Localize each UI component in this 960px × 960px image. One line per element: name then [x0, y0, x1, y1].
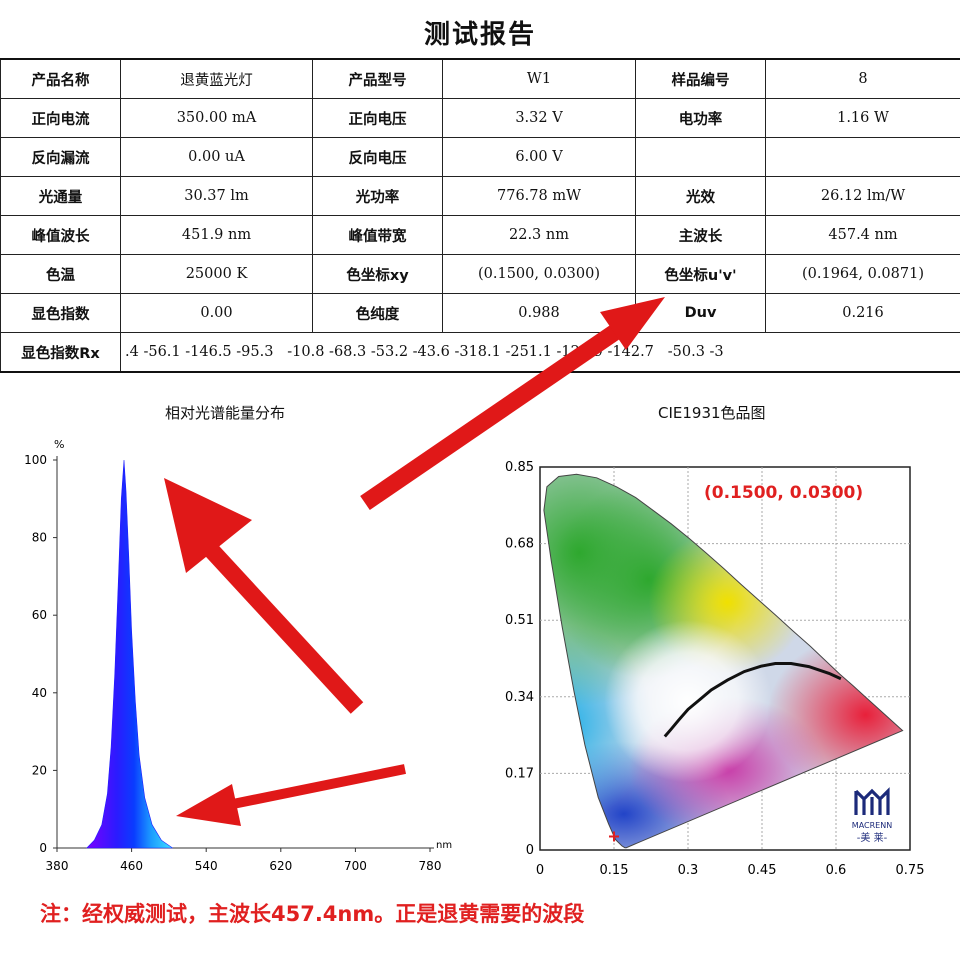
field-value: 350.00 mA: [120, 98, 313, 138]
field-label: 产品名称: [0, 58, 121, 99]
field-label: 色坐标xy: [312, 254, 443, 294]
table-row: 产品名称 退黄蓝光灯 产品型号 W1 样品编号 8: [0, 58, 960, 99]
y-tick-label: 0.34: [505, 690, 534, 705]
y-tick-label: 0.85: [505, 460, 534, 475]
table-row: 色温 25000 K 色坐标xy (0.1500, 0.0300) 色坐标u'v' (0.…: [0, 254, 960, 294]
field-label: 色温: [0, 254, 121, 294]
table-row: 显色指数 0.00 色纯度 0.988 Duv 0.216: [0, 293, 960, 333]
x-tick-label: 460: [120, 859, 143, 873]
report-title: 测试报告: [423, 20, 536, 50]
table-row: 峰值波长 451.9 nm 峰值带宽 22.3 nm 主波长 457.4 nm: [0, 215, 960, 255]
field-value: 30.37 lm: [120, 176, 313, 216]
field-value: 22.3 nm: [442, 215, 636, 255]
field-value: (0.1500, 0.0300): [442, 254, 636, 294]
x-tick-label: 700: [344, 859, 367, 873]
field-label: 光功率: [312, 176, 443, 216]
y-tick-label: 0.68: [505, 537, 534, 552]
field-value: 25000 K: [120, 254, 313, 294]
field-label: Duv: [635, 293, 766, 333]
field-value: 451.9 nm: [120, 215, 313, 255]
chromaticity-label: (0.1500, 0.0300): [704, 483, 863, 503]
field-label: 正向电压: [312, 98, 443, 138]
spectral-locus: [543, 473, 904, 849]
spectrum-area: [86, 459, 173, 849]
field-value: 6.00 V: [442, 137, 636, 177]
logo-subtitle: -美 莱-: [857, 831, 888, 844]
x-tick-label: 0.45: [748, 863, 777, 878]
spectrum-ylabel: %: [54, 438, 64, 451]
spectrum-xlabel: nm: [436, 840, 452, 851]
table-row: 正向电流 350.00 mA 正向电压 3.32 V 电功率 1.16 W: [0, 98, 960, 138]
field-value: 0.988: [442, 293, 636, 333]
rx-values: .4 -56.1 -146.5 -95.3 -10.8 -68.3 -53.2 …: [120, 332, 960, 373]
field-label: 产品型号: [312, 58, 443, 99]
x-tick-label: 0.6: [826, 863, 847, 878]
macrenn-logo: MACRENN -美 莱-: [852, 787, 892, 844]
y-tick-label: 0.51: [505, 613, 534, 628]
field-label: 峰值波长: [0, 215, 121, 255]
field-label: 样品编号: [635, 58, 766, 99]
y-tick-label: 100: [24, 453, 47, 467]
y-tick-label: 0: [526, 843, 534, 858]
x-tick-label: 0.15: [600, 863, 629, 878]
field-value: 0.00 uA: [120, 137, 313, 177]
field-label: 正向电流: [0, 98, 121, 138]
x-tick-label: 620: [269, 859, 292, 873]
field-label: 反向漏流: [0, 137, 121, 177]
field-label: 电功率: [635, 98, 766, 138]
field-label: 主波长: [635, 215, 766, 255]
planckian-locus: [663, 662, 842, 738]
field-value: 退黄蓝光灯: [120, 58, 313, 99]
field-label: 显色指数Rx: [0, 332, 121, 373]
test-report-table: 产品名称 退黄蓝光灯 产品型号 W1 样品编号 8 正向电流 350.00 mA 正向电压 3.3…: [0, 58, 960, 373]
field-label: [635, 137, 766, 177]
field-label: 光通量: [0, 176, 121, 216]
x-tick-label: 540: [195, 859, 218, 873]
logo-brand: MACRENN: [852, 821, 892, 830]
field-value: 3.32 V: [442, 98, 636, 138]
field-label: 光效: [635, 176, 766, 216]
y-tick-label: 40: [32, 686, 47, 700]
x-tick-label: 780: [419, 859, 442, 873]
field-value: (0.1964, 0.0871): [765, 254, 960, 294]
field-value: 1.16 W: [765, 98, 960, 138]
y-tick-label: 0.17: [505, 766, 534, 781]
cie-chart: 0 0.15 0.3 0.45 0.6 0.75 0 0.17 0.34 0.51 0.68 0.85…: [505, 460, 925, 878]
y-tick-label: 0: [39, 841, 47, 855]
field-value: [765, 137, 960, 177]
field-label: 峰值带宽: [312, 215, 443, 255]
x-tick-label: 0.3: [678, 863, 699, 878]
cie-chart-title: CIE1931色品图: [658, 404, 766, 422]
table-row: 反向漏流 0.00 uA 反向电压 6.00 V: [0, 137, 960, 177]
field-label: 色坐标u'v': [635, 254, 766, 294]
field-value: W1: [442, 58, 636, 99]
field-label: 显色指数: [0, 293, 121, 333]
field-value: 776.78 mW: [442, 176, 636, 216]
table-row: 光通量 30.37 lm 光功率 776.78 mW 光效 26.12 lm/W: [0, 176, 960, 216]
y-tick-label: 20: [32, 763, 47, 777]
field-value: 0.216: [765, 293, 960, 333]
x-tick-label: 0: [536, 863, 544, 878]
field-label: 反向电压: [312, 137, 443, 177]
spectrum-chart-title: 相对光谱能量分布: [165, 404, 286, 422]
x-tick-label: 380: [46, 859, 69, 873]
field-label: 色纯度: [312, 293, 443, 333]
y-tick-label: 60: [32, 608, 47, 622]
spectrum-chart: 0 20 40 60 80 100 380 460 540 620 700 780 % nm: [24, 438, 452, 873]
field-value: 0.00: [120, 293, 313, 333]
x-tick-label: 0.75: [896, 863, 925, 878]
field-value: 8: [765, 58, 960, 99]
table-row-rx: 显色指数Rx .4 -56.1 -146.5 -95.3 -10.8 -68.3 …: [0, 332, 960, 373]
chromaticity-point: [609, 831, 619, 842]
field-value: 457.4 nm: [765, 215, 960, 255]
y-tick-label: 80: [32, 531, 47, 545]
test-note: 注：经权威测试，主波长457.4nm。正是退黄需要的波段: [40, 902, 585, 926]
field-value: 26.12 lm/W: [765, 176, 960, 216]
